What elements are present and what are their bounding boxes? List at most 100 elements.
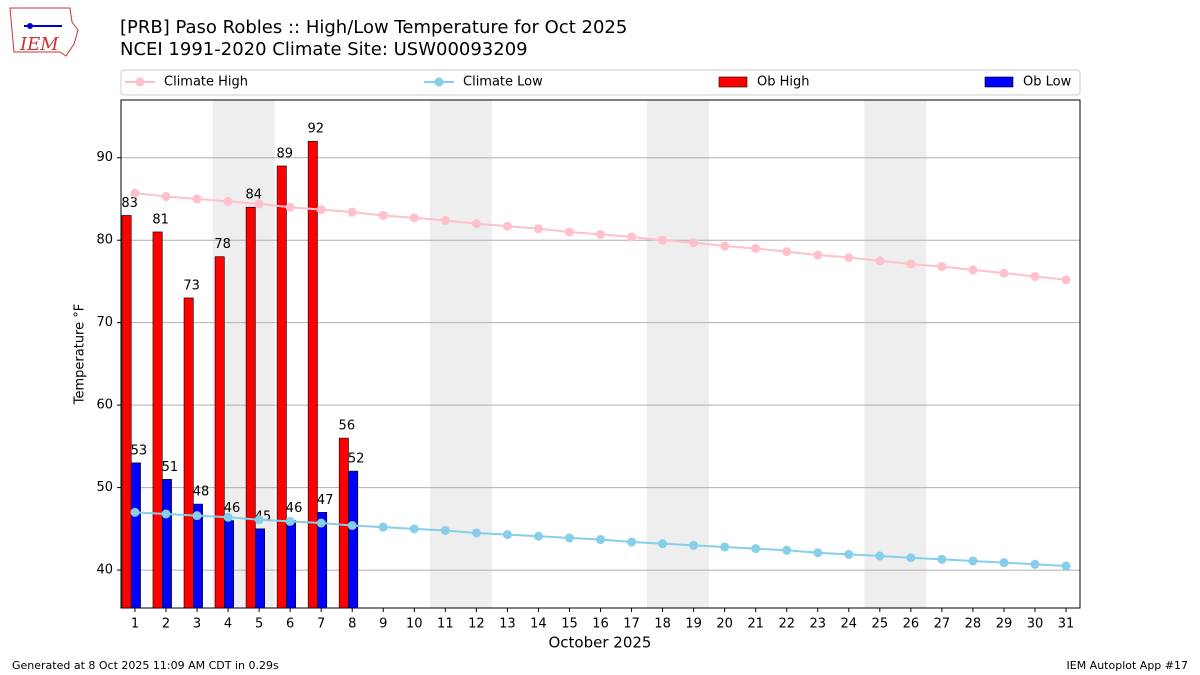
- y-tick-label: 40: [96, 563, 113, 578]
- y-tick-label: 70: [96, 315, 113, 330]
- bar-value-label: 83: [121, 196, 138, 211]
- weekend-band: [429, 100, 461, 608]
- y-axis-label: Temperature °F: [73, 304, 88, 405]
- line-marker: [223, 512, 233, 522]
- line-marker: [782, 247, 792, 257]
- bar-value-label: 52: [348, 452, 365, 467]
- chart-title: [PRB] Paso Robles :: High/Low Temperatur…: [120, 17, 627, 38]
- x-tick-label: 12: [468, 617, 485, 632]
- weekend-band: [647, 100, 679, 608]
- logo: IEM: [9, 7, 79, 57]
- line-marker: [875, 551, 885, 561]
- line-marker: [533, 224, 543, 234]
- line-marker: [813, 250, 823, 260]
- chart-subtitle: NCEI 1991-2020 Climate Site: USW00093209: [120, 39, 528, 60]
- line-marker: [130, 188, 140, 198]
- line-marker: [502, 530, 512, 540]
- weekend-band: [864, 100, 896, 608]
- line-marker: [440, 525, 450, 535]
- line-marker: [968, 265, 978, 275]
- legend-marker: [434, 77, 444, 87]
- x-tick-label: 6: [286, 617, 294, 632]
- legend-marker: [135, 77, 145, 87]
- bar-value-label: 92: [308, 122, 325, 137]
- line-marker: [844, 549, 854, 559]
- x-axis-label: October 2025: [549, 634, 652, 652]
- x-tick-label: 30: [1027, 617, 1044, 632]
- logo-text: IEM: [19, 34, 59, 55]
- line-marker: [627, 232, 637, 242]
- bar-value-label: 73: [183, 278, 200, 293]
- bar: [255, 528, 265, 609]
- bar: [161, 479, 172, 609]
- bar: [152, 231, 163, 609]
- line-marker: [378, 522, 388, 532]
- line-marker: [378, 210, 388, 220]
- line-marker: [316, 518, 326, 528]
- line-marker: [658, 235, 668, 245]
- x-tick-label: 25: [872, 617, 889, 632]
- x-tick-label: 3: [193, 617, 201, 632]
- line-marker: [564, 533, 574, 543]
- bar: [276, 165, 287, 609]
- x-tick-label: 1: [131, 617, 139, 632]
- bar: [224, 520, 234, 609]
- footer-left: Generated at 8 Oct 2025 11:09 AM CDT in …: [12, 659, 279, 672]
- line-marker: [285, 516, 295, 526]
- line-marker: [1030, 271, 1040, 281]
- x-tick-label: 27: [934, 617, 951, 632]
- line-marker: [999, 558, 1009, 568]
- x-tick-label: 19: [685, 617, 702, 632]
- bar-value-label: 46: [224, 501, 241, 516]
- line-marker: [844, 253, 854, 263]
- line-marker: [502, 221, 512, 231]
- bar: [307, 140, 318, 609]
- line-marker: [192, 511, 202, 521]
- bar: [214, 256, 225, 609]
- x-tick-label: 23: [809, 617, 826, 632]
- x-tick-label: 21: [747, 617, 764, 632]
- line-marker: [316, 205, 326, 215]
- y-tick-label: 60: [96, 398, 113, 413]
- x-tick-label: 22: [778, 617, 795, 632]
- bar-value-label: 56: [339, 419, 356, 434]
- x-tick-label: 18: [654, 617, 671, 632]
- bar-value-label: 53: [131, 443, 148, 458]
- x-tick-label: 15: [561, 617, 578, 632]
- line-marker: [596, 535, 605, 545]
- legend: [120, 69, 1081, 96]
- legend-label: Ob Low: [1023, 75, 1072, 90]
- x-tick-label: 17: [623, 617, 640, 632]
- legend-label: Ob High: [757, 75, 810, 90]
- line-marker: [471, 528, 481, 538]
- line-marker: [782, 545, 792, 555]
- line-marker: [658, 539, 668, 549]
- line-marker: [999, 268, 1009, 278]
- line-marker: [968, 556, 978, 566]
- legend-label: Climate High: [164, 75, 248, 90]
- line-marker: [533, 531, 543, 541]
- x-tick-label: 24: [841, 617, 858, 632]
- x-tick-label: 28: [965, 617, 982, 632]
- line-marker: [564, 227, 574, 237]
- x-tick-label: 10: [406, 617, 423, 632]
- bar: [121, 215, 132, 609]
- y-tick-label: 90: [96, 150, 113, 165]
- line-marker: [689, 238, 699, 248]
- x-tick-label: 29: [996, 617, 1013, 632]
- x-tick-label: 9: [379, 617, 387, 632]
- logo-outline: [9, 7, 79, 57]
- line-marker: [1061, 275, 1071, 285]
- line-marker: [720, 542, 730, 552]
- line-marker: [161, 191, 171, 201]
- plot-frame: [120, 99, 1081, 609]
- x-tick-label: 16: [592, 617, 609, 632]
- bar-value-label: 89: [276, 146, 293, 161]
- line-marker: [161, 509, 171, 519]
- x-tick-label: 14: [530, 617, 547, 632]
- x-tick-label: 7: [317, 617, 325, 632]
- line-marker: [751, 544, 761, 554]
- x-tick-label: 20: [716, 617, 733, 632]
- x-tick-label: 26: [903, 617, 920, 632]
